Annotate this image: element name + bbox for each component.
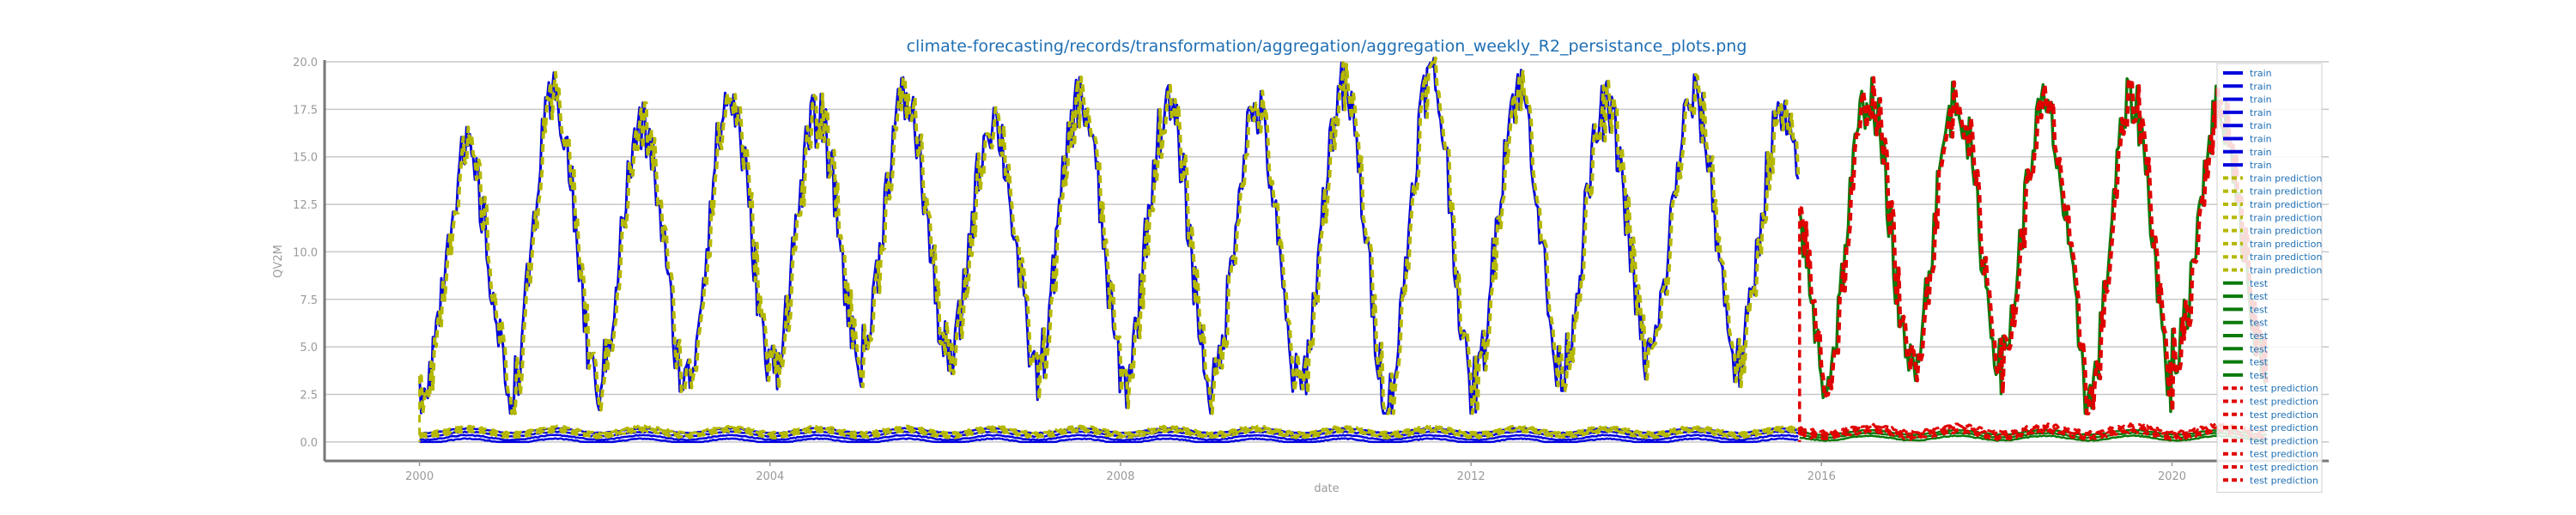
plot-series [418,56,2269,444]
legend-label: test prediction [2250,435,2318,446]
y-tick-label: 10.0 [293,246,318,259]
legend-label: test [2250,318,2269,329]
legend-label: test [2250,357,2269,368]
legend-label: train [2250,134,2272,145]
legend-label: test prediction [2250,409,2318,421]
train-prediction-line [418,424,1800,435]
tick-labels: 0.0 2.5 5.0 7.5 10.0 12.5 15.0 17.5 20.0 2000 2004… [293,57,2186,483]
legend-box [2216,63,2323,494]
y-tick-label: 2.5 [300,390,318,403]
x-tick-label: 2016 [1807,470,1836,483]
y-tick-label: 12.5 [293,199,318,212]
legend-label: train prediction [2250,199,2322,210]
x-tick-label: 2012 [1457,470,1485,483]
x-tick-label: 2000 [405,470,434,483]
legend-label: train [2250,147,2272,158]
legend-label: train prediction [2250,251,2322,263]
legend-label: test [2250,370,2269,381]
legend-label: train [2250,107,2272,118]
legend-label: test [2250,343,2269,354]
legend-label: test prediction [2250,383,2318,394]
legend: traintraintraintraintraintraintraintrain… [2216,63,2323,494]
x-tick-label: 2020 [2158,470,2186,483]
legend-label: test [2250,278,2269,289]
test-prediction-line [1799,429,2268,441]
legend-label: test prediction [2250,422,2318,433]
legend-label: test prediction [2250,397,2318,408]
y-tick-label: 20.0 [293,57,318,70]
legend-label: train [2250,120,2272,131]
train-line [419,437,1799,444]
y-tick-label: 5.0 [300,342,318,354]
legend-label: test [2250,291,2269,302]
y-axis-label: QV2M [272,245,285,278]
test-line [1799,434,2267,442]
y-tick-label: 7.5 [300,294,318,307]
x-tick-label: 2008 [1106,470,1134,483]
legend-label: train [2250,94,2272,106]
x-axis-label: date [1314,482,1339,495]
legend-label: test [2250,304,2269,315]
chart-title: climate-forecasting/records/transformati… [907,37,1747,56]
y-tick-label: 15.0 [293,152,318,165]
train-prediction-line [418,428,1799,440]
legend-label: train prediction [2250,212,2322,223]
legend-label: train prediction [2250,186,2322,197]
train-line [419,433,1799,442]
test-prediction-line [1799,422,2268,435]
test-prediction-line [1799,76,2269,415]
legend-label: train [2250,81,2272,92]
legend-label: test prediction [2250,462,2318,473]
test-prediction-line [1798,427,2268,439]
legend-label: test prediction [2250,475,2318,486]
legend-label: train [2250,68,2272,79]
legend-label: train prediction [2250,265,2322,276]
legend-label: train prediction [2250,226,2322,237]
legend-label: train prediction [2250,173,2322,184]
legend-label: train prediction [2250,239,2322,250]
y-tick-label: 0.0 [300,437,318,450]
y-tick-label: 17.5 [293,104,318,117]
legend-label: test [2250,330,2269,342]
axes [323,60,2329,463]
legend-label: test prediction [2250,449,2318,460]
train-prediction-line [419,56,1801,415]
x-tick-label: 2004 [756,470,784,483]
legend-label: train [2250,160,2272,171]
